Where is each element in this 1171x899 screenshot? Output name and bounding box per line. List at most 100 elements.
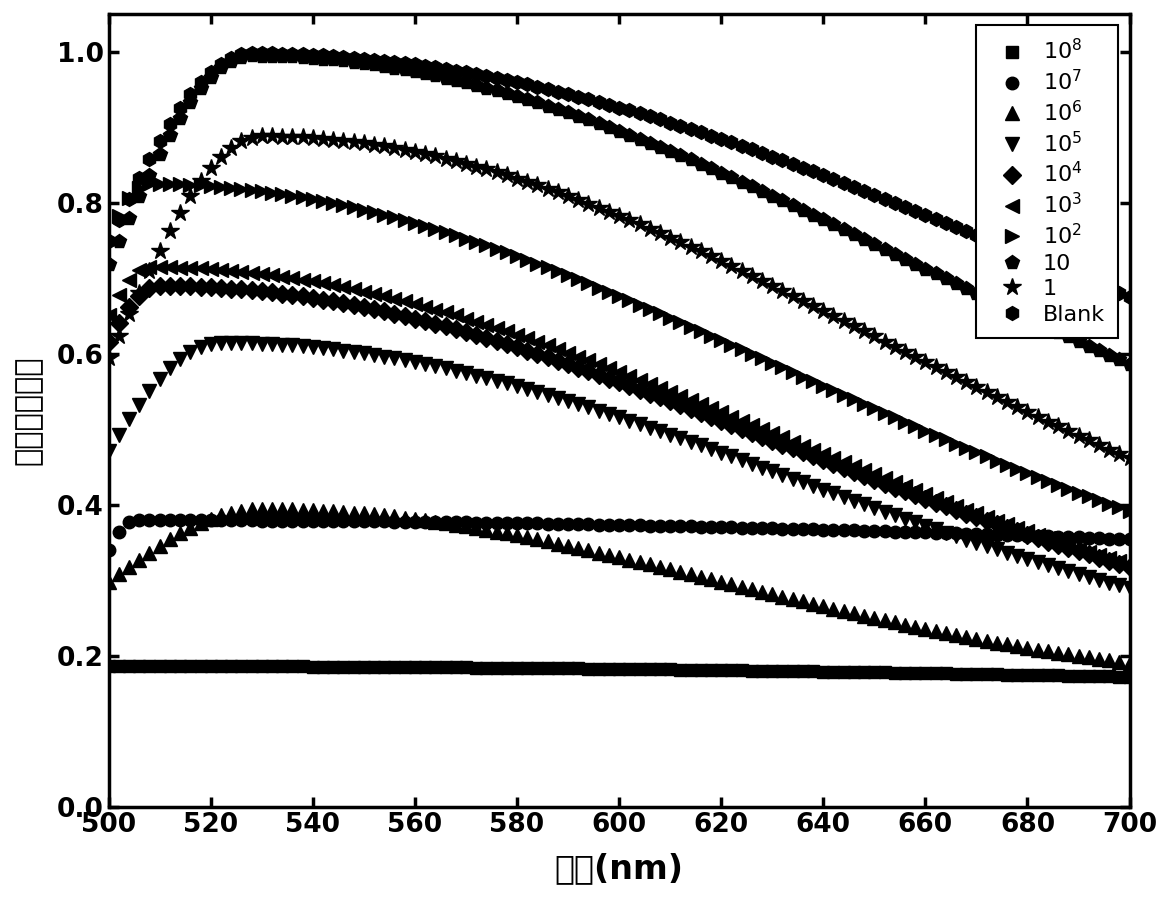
$10^5$: [1123, 583, 1137, 593]
$10^8$: [173, 661, 187, 672]
$10^8$: [868, 667, 882, 678]
Blank: [827, 174, 841, 184]
1: [725, 261, 739, 271]
1: [367, 139, 381, 150]
Line: Blank: Blank: [102, 46, 1137, 305]
$10^8$: [816, 666, 830, 677]
Line: 10: 10: [102, 49, 1137, 371]
1: [255, 131, 269, 142]
Line: $10^3$: $10^3$: [102, 260, 1137, 572]
10: [725, 172, 739, 182]
$10^4$: [582, 366, 596, 377]
Line: $10^5$: $10^5$: [102, 335, 1137, 595]
Blank: [725, 137, 739, 147]
$10^4$: [827, 458, 841, 469]
$10^4$: [152, 280, 166, 291]
$10^6$: [582, 545, 596, 556]
Line: $10^2$: $10^2$: [102, 177, 1137, 518]
Line: 1: 1: [100, 128, 1138, 467]
Blank: [367, 54, 381, 65]
$10^5$: [173, 354, 187, 365]
$10^3$: [877, 473, 891, 484]
$10^6$: [827, 603, 841, 614]
$10^6$: [255, 503, 269, 514]
$10^8$: [102, 661, 116, 672]
$10^4$: [102, 337, 116, 348]
Line: $10^4$: $10^4$: [102, 280, 1136, 573]
$10^7$: [877, 526, 891, 537]
$10^7$: [725, 522, 739, 533]
$10^5$: [102, 445, 116, 456]
$10^4$: [877, 478, 891, 489]
Blank: [173, 102, 187, 113]
$10^6$: [367, 509, 381, 520]
$10^3$: [725, 411, 739, 422]
$10^7$: [1123, 534, 1137, 545]
10: [245, 50, 259, 61]
Blank: [1123, 292, 1137, 303]
$10^3$: [184, 263, 198, 273]
$10^5$: [725, 451, 739, 462]
$10^3$: [143, 262, 157, 272]
$10^5$: [214, 337, 228, 348]
$10^7$: [184, 515, 198, 526]
$10^3$: [827, 453, 841, 464]
$10^6$: [725, 579, 739, 590]
$10^7$: [367, 516, 381, 527]
$10^6$: [1123, 657, 1137, 668]
Line: $10^7$: $10^7$: [102, 514, 1136, 556]
$10^6$: [173, 528, 187, 539]
$10^6$: [877, 615, 891, 626]
$10^2$: [877, 407, 891, 418]
1: [582, 199, 596, 209]
$10^8$: [1123, 672, 1137, 682]
$10^4$: [184, 281, 198, 292]
1: [102, 353, 116, 364]
Blank: [877, 193, 891, 204]
Blank: [245, 48, 259, 58]
$10^4$: [367, 304, 381, 315]
$10^7$: [132, 515, 146, 526]
$10^2$: [582, 278, 596, 289]
$10^8$: [571, 663, 586, 674]
$10^3$: [582, 355, 596, 366]
Line: $10^8$: $10^8$: [103, 661, 1135, 682]
Blank: [102, 236, 116, 246]
1: [827, 310, 841, 321]
$10^2$: [1123, 505, 1137, 516]
$10^4$: [725, 419, 739, 430]
$10^3$: [1123, 559, 1137, 570]
$10^3$: [367, 289, 381, 299]
$10^2$: [102, 234, 116, 245]
$10^7$: [827, 524, 841, 535]
$10^8$: [357, 662, 371, 672]
Blank: [582, 93, 596, 104]
1: [877, 336, 891, 347]
10: [582, 114, 596, 125]
$10^2$: [143, 179, 157, 190]
1: [1123, 453, 1137, 464]
10: [877, 244, 891, 254]
10: [173, 112, 187, 123]
Line: $10^6$: $10^6$: [102, 502, 1137, 670]
$10^2$: [367, 207, 381, 218]
1: [173, 208, 187, 218]
$10^2$: [184, 180, 198, 191]
$10^5$: [827, 488, 841, 499]
$10^4$: [1123, 561, 1137, 572]
Y-axis label: 归一化吸光度: 归一化吸光度: [14, 356, 43, 466]
10: [102, 258, 116, 269]
10: [367, 59, 381, 70]
10: [827, 219, 841, 230]
$10^3$: [102, 310, 116, 321]
$10^5$: [582, 402, 596, 413]
$10^7$: [102, 545, 116, 556]
Legend: $10^8$, $10^7$, $10^6$, $10^5$, $10^4$, $10^3$, $10^2$, 10, 1, Blank: $10^8$, $10^7$, $10^6$, $10^5$, $10^4$, …: [977, 25, 1118, 338]
$10^2$: [827, 385, 841, 396]
$10^6$: [102, 576, 116, 587]
$10^5$: [877, 506, 891, 517]
$10^2$: [725, 339, 739, 350]
X-axis label: 波长(nm): 波长(nm): [555, 852, 684, 886]
$10^7$: [582, 519, 596, 530]
$10^8$: [714, 664, 728, 675]
